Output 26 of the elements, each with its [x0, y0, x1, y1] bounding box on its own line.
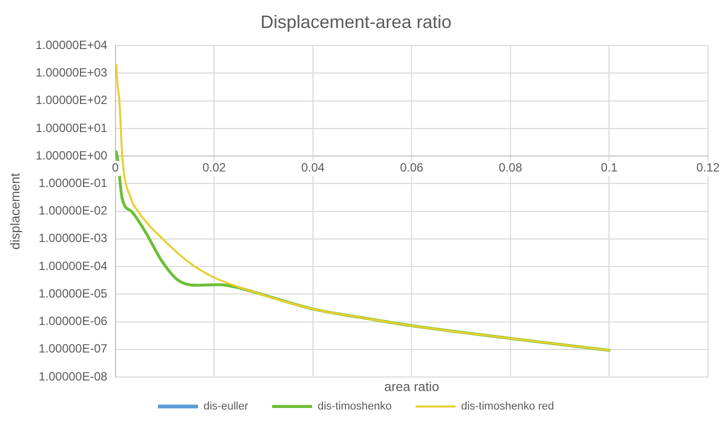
- y-tick-label: 1.00000E-03: [38, 231, 108, 246]
- y-tick-label: 1.00000E-05: [38, 286, 108, 300]
- y-tick-label: 1.00000E-01: [38, 176, 108, 190]
- y-tick-label: 1.00000E+01: [36, 120, 108, 135]
- x-tick-label: 0.12: [696, 160, 720, 174]
- legend-label: dis-timoshenko red: [461, 400, 554, 413]
- y-tick-label: 1.00000E-07: [38, 342, 108, 356]
- x-tick-label: 0: [112, 160, 119, 174]
- x-tick-label: 0.1: [600, 160, 618, 174]
- y-tick-label: 1.00000E-04: [38, 258, 108, 273]
- y-tick-label: 1.00000E+00: [36, 148, 108, 162]
- x-tick-label: 0.06: [400, 160, 424, 174]
- chart-title: Displacement-area ratio: [260, 12, 452, 32]
- x-tick-label: 0.08: [498, 160, 522, 174]
- x-tick-label: 0.02: [202, 160, 226, 174]
- y-tick-label: 1.00000E+02: [36, 93, 108, 108]
- y-tick-label: 1.00000E-08: [38, 369, 108, 384]
- y-tick-label: 1.00000E-06: [38, 314, 108, 328]
- y-tick-label: 1.00000E+04: [36, 38, 108, 52]
- x-axis-title: area ratio: [384, 379, 440, 394]
- legend-label: dis-euller: [203, 400, 248, 413]
- x-tick-label: 0.04: [301, 160, 325, 174]
- y-axis-title: displacement: [7, 172, 22, 250]
- y-tick-label: 1.00000E+03: [36, 66, 108, 80]
- legend-label: dis-timoshenko: [318, 400, 392, 413]
- y-tick-label: 1.00000E-02: [38, 204, 108, 218]
